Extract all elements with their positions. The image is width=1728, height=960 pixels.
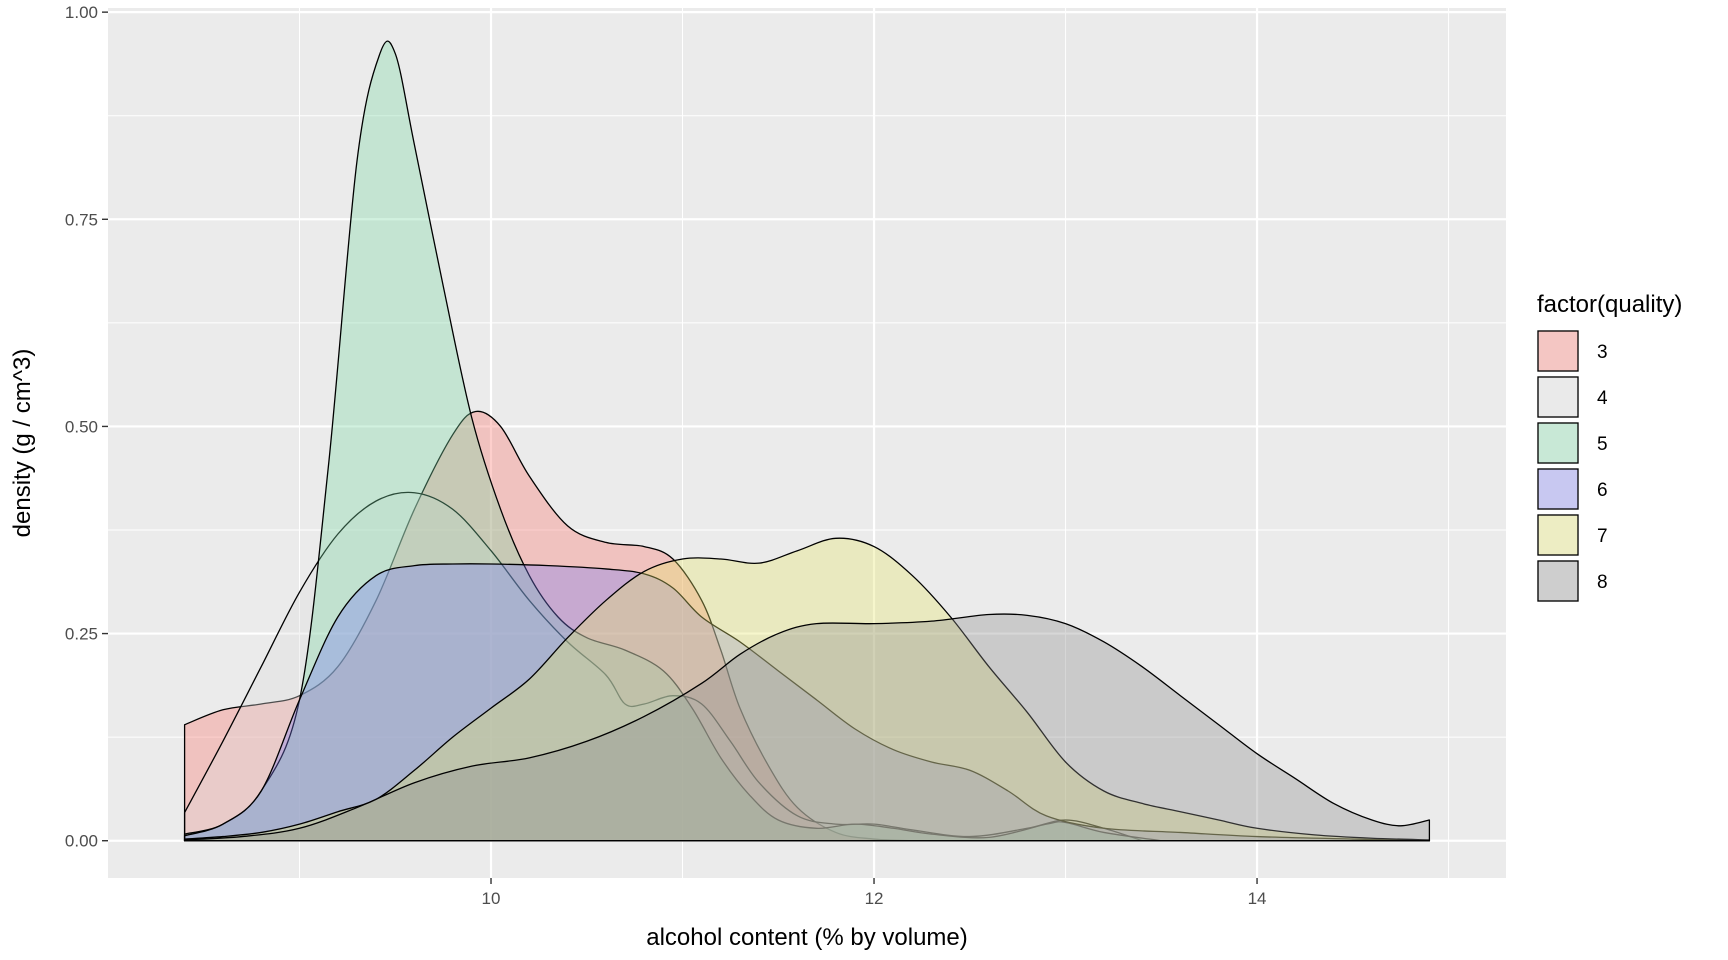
density-series-8 bbox=[183, 613, 1431, 842]
legend-key-background bbox=[1537, 376, 1579, 418]
x-axis-title: alcohol content (% by volume) bbox=[646, 924, 968, 951]
legend-key-background bbox=[1537, 560, 1579, 602]
legend-item-4: 4 bbox=[1537, 376, 1608, 418]
legend-key-background bbox=[1537, 468, 1579, 510]
legend-item-3: 3 bbox=[1537, 330, 1608, 372]
legend-label: 5 bbox=[1597, 434, 1608, 455]
legend-key-swatch bbox=[1537, 422, 1579, 464]
legend-key-swatch bbox=[1537, 376, 1579, 418]
y-tick-label: 1.00 bbox=[65, 3, 98, 22]
legend-label: 3 bbox=[1597, 342, 1608, 363]
y-tick-label: 0.25 bbox=[65, 625, 98, 644]
y-tick-label: 0.75 bbox=[65, 210, 98, 229]
legend-label: 8 bbox=[1597, 572, 1608, 593]
y-tick-label: 0.00 bbox=[65, 832, 98, 851]
legend-key-background bbox=[1537, 422, 1579, 464]
x-tick-label: 12 bbox=[865, 889, 884, 908]
density-series bbox=[183, 40, 1431, 842]
legend-item-5: 5 bbox=[1537, 422, 1608, 464]
legend-key-swatch bbox=[1537, 514, 1579, 556]
x-axis: 10 12 14 bbox=[482, 878, 1267, 908]
legend-item-8: 8 bbox=[1537, 560, 1608, 602]
legend-key-background bbox=[1537, 514, 1579, 556]
x-tick-label: 14 bbox=[1248, 889, 1267, 908]
legend: factor(quality) 3 4 5 6 7 8 bbox=[1537, 291, 1682, 602]
y-axis: 0.00 0.25 0.50 0.75 1.00 bbox=[65, 3, 108, 851]
density-series-5 bbox=[183, 40, 1162, 842]
legend-label: 7 bbox=[1597, 526, 1608, 547]
legend-keys: 3 4 5 6 7 8 bbox=[1537, 330, 1608, 602]
legend-label: 6 bbox=[1597, 480, 1608, 501]
legend-item-6: 6 bbox=[1537, 468, 1608, 510]
density-series-6 bbox=[183, 563, 1431, 842]
y-tick-label: 0.50 bbox=[65, 417, 98, 436]
plot-panel bbox=[108, 8, 1506, 878]
legend-key-background bbox=[1537, 330, 1579, 372]
legend-key-swatch bbox=[1537, 330, 1579, 372]
legend-title: factor(quality) bbox=[1537, 291, 1682, 318]
legend-key-swatch bbox=[1537, 468, 1579, 510]
density-series-3 bbox=[183, 410, 913, 842]
x-tick-label: 10 bbox=[482, 889, 501, 908]
legend-item-7: 7 bbox=[1537, 514, 1608, 556]
y-axis-title: density (g / cm^3) bbox=[9, 349, 36, 538]
legend-key-swatch bbox=[1537, 560, 1579, 602]
grid-lines bbox=[108, 8, 1506, 878]
legend-label: 4 bbox=[1597, 388, 1608, 409]
